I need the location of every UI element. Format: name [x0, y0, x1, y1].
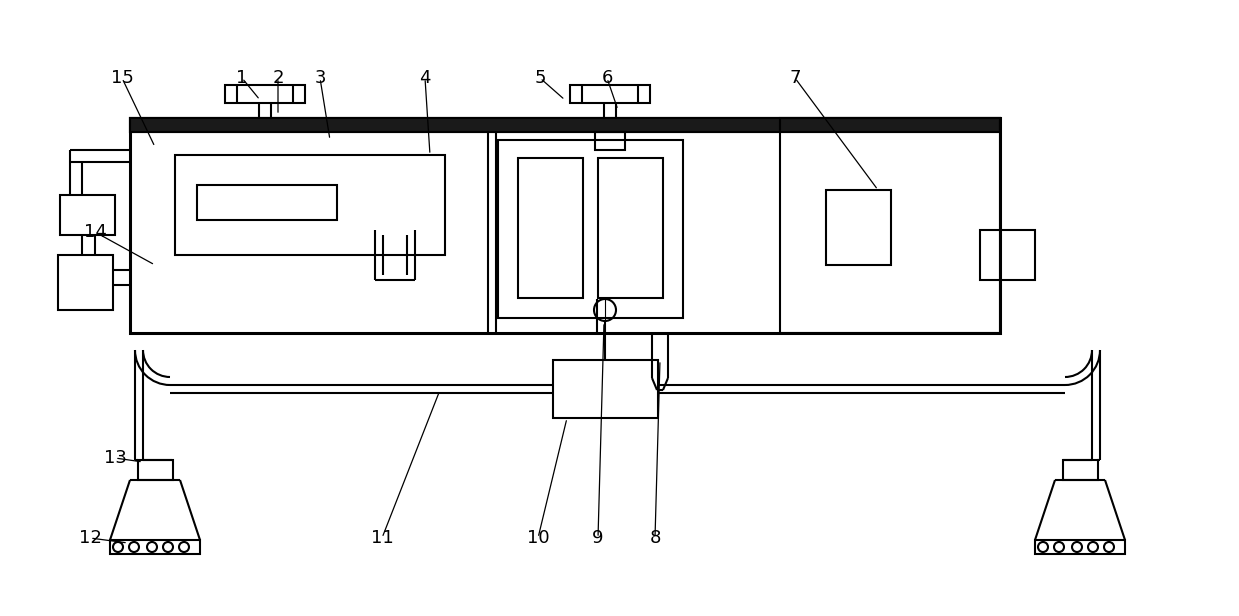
Bar	[781, 118, 1000, 333]
Text: 11: 11	[370, 529, 393, 547]
Text: 13: 13	[104, 449, 126, 467]
Text: 9: 9	[592, 529, 603, 547]
Bar	[59, 195, 115, 235]
Bar	[58, 255, 113, 310]
Text: 1: 1	[237, 69, 248, 87]
Bar	[598, 158, 663, 298]
Bar	[175, 155, 445, 255]
Bar	[595, 132, 624, 150]
Text: 8: 8	[649, 529, 660, 547]
Bar	[1035, 540, 1125, 554]
Bar	[130, 118, 1000, 132]
Text: 3: 3	[315, 69, 326, 87]
Bar	[570, 85, 650, 103]
Text: 5: 5	[534, 69, 545, 87]
Bar	[826, 190, 891, 265]
Text: 7: 7	[789, 69, 800, 87]
Text: 2: 2	[273, 69, 284, 87]
Bar	[138, 460, 173, 480]
Text: 6: 6	[601, 69, 613, 87]
Text: 14: 14	[83, 223, 107, 241]
Text: 15: 15	[110, 69, 134, 87]
Bar	[130, 118, 1000, 132]
Text: 12: 12	[78, 529, 102, 547]
Text: 10: 10	[527, 529, 549, 547]
Bar	[553, 360, 658, 418]
Bar	[980, 230, 1035, 280]
Bar	[130, 118, 1000, 333]
Text: 4: 4	[419, 69, 431, 87]
Bar	[1063, 460, 1098, 480]
Bar	[225, 85, 305, 103]
Bar	[498, 140, 683, 318]
Bar	[110, 540, 199, 554]
Bar	[197, 185, 337, 220]
Bar	[518, 158, 584, 298]
